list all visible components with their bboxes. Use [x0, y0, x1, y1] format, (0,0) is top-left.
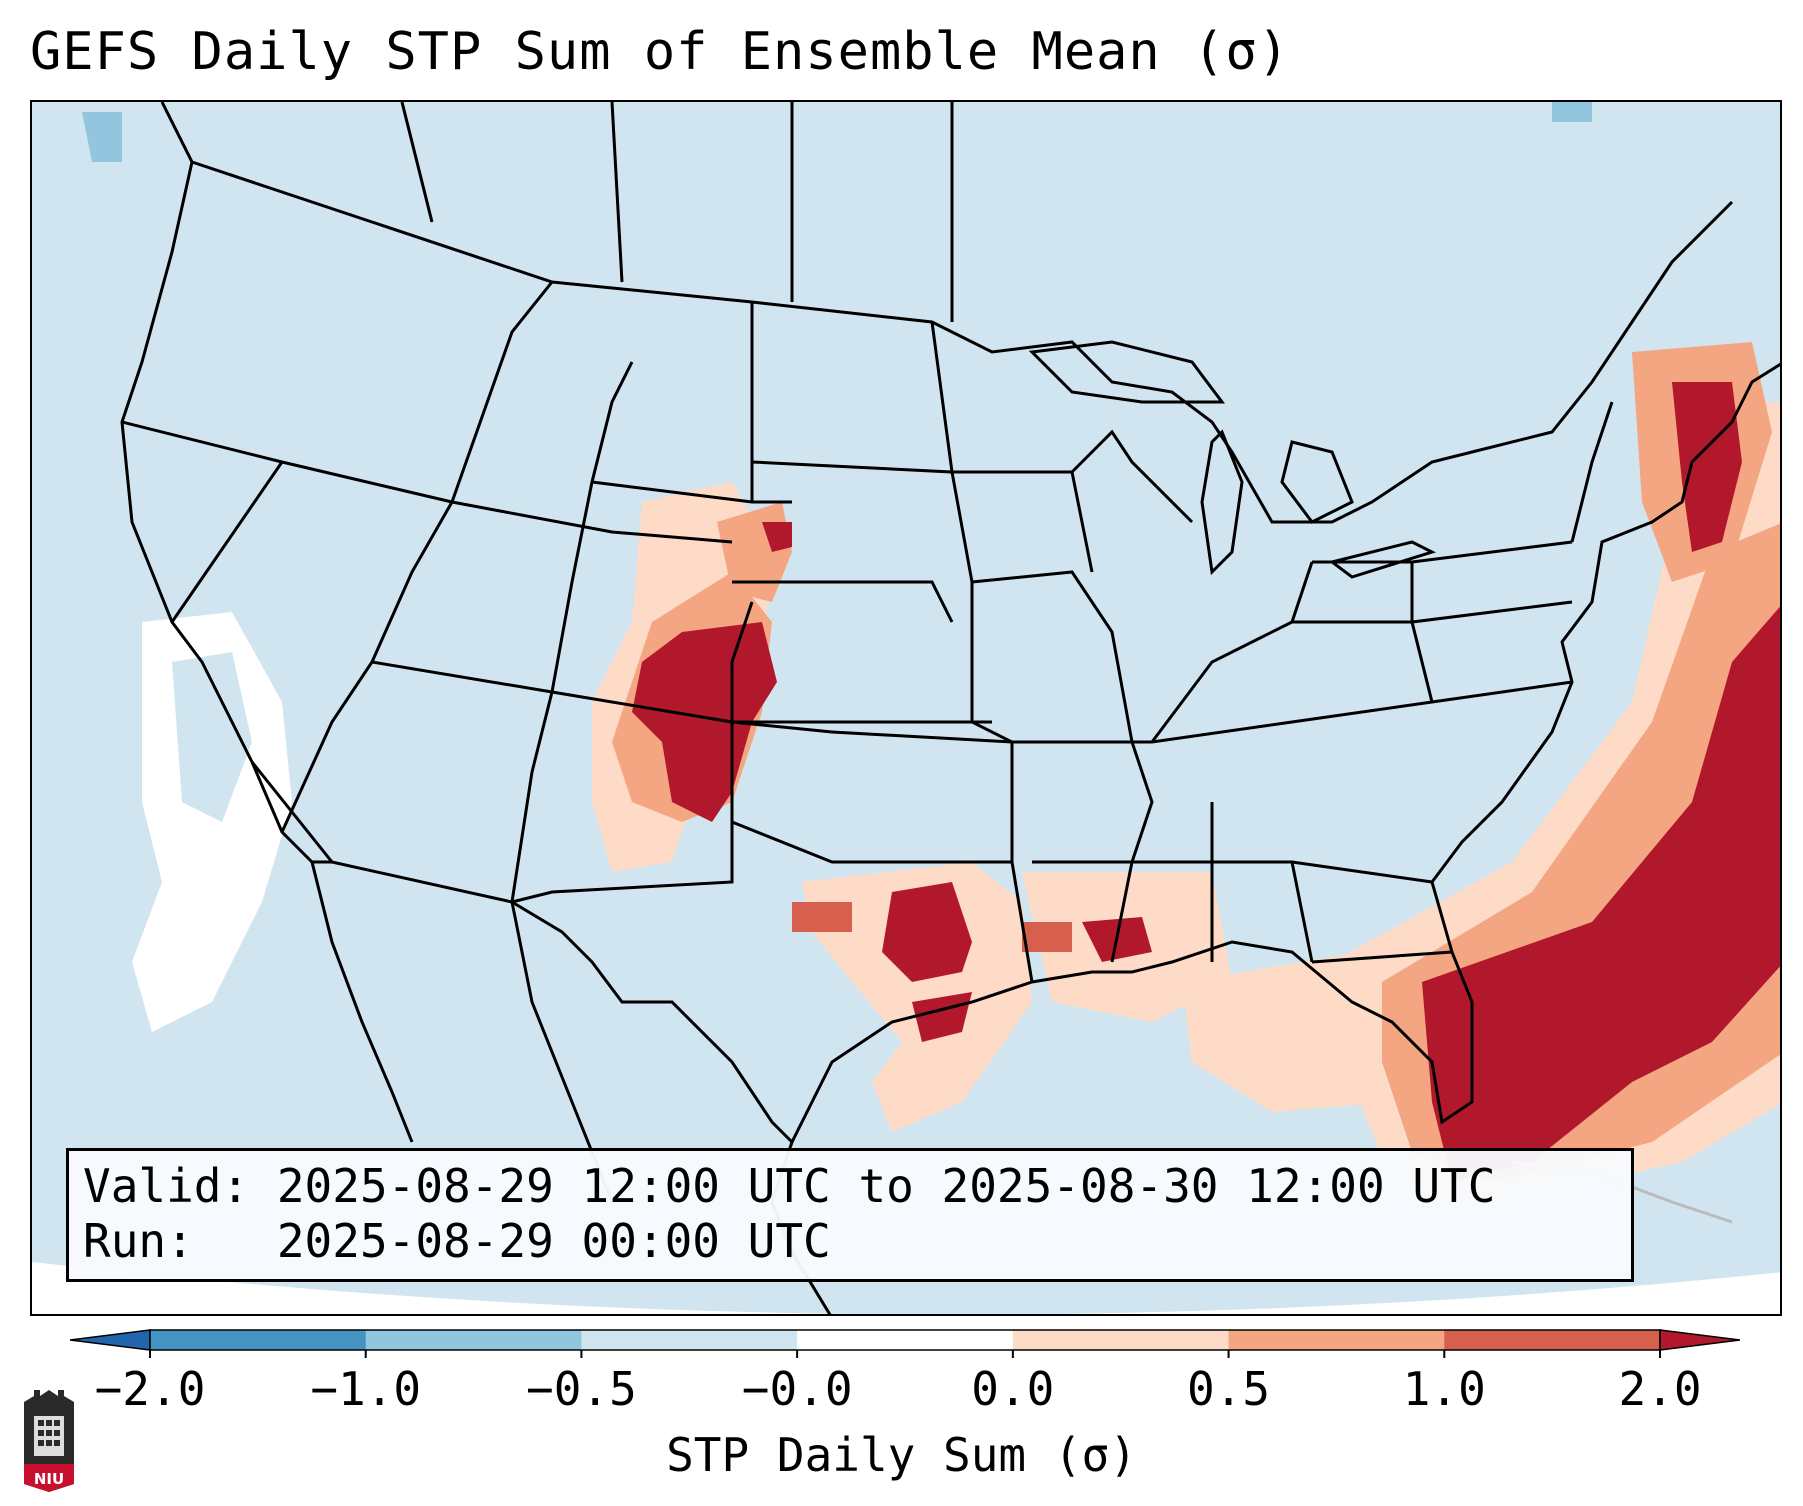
- niu-logo: NIU: [20, 1388, 78, 1494]
- us-outline: [120, 102, 1780, 1145]
- blob-plains-dark: [632, 622, 777, 822]
- province-line-1: [400, 102, 434, 223]
- colorbar-tick-label: 1.0: [1402, 1362, 1486, 1416]
- state-line-15: [731, 720, 1013, 744]
- colorbar-tick-label: −0.0: [741, 1362, 853, 1416]
- colorbar-label: STP Daily Sum (σ): [666, 1428, 1137, 1482]
- map-title: GEFS Daily STP Sum of Ensemble Mean (σ): [30, 22, 1290, 82]
- state-boundaries: [120, 102, 1780, 1314]
- stp-field: [82, 102, 1780, 1212]
- canada-border: [191, 160, 1734, 524]
- colorbar-bins: [70, 1329, 1740, 1351]
- lake-superior: [1028, 340, 1225, 404]
- lake-erie: [1328, 540, 1436, 579]
- state-line-28: [1410, 562, 1573, 624]
- lake-michigan: [1200, 429, 1244, 576]
- colorbar-tick-label: 0.5: [1187, 1362, 1271, 1416]
- colorbar-bin: [1228, 1330, 1445, 1350]
- state-line-29: [1570, 401, 1614, 543]
- blob-newengland-dark: [1672, 382, 1742, 552]
- colorbar-ticks: [149, 1350, 1661, 1358]
- lake-huron: [1280, 440, 1354, 524]
- state-line-14: [950, 471, 1034, 983]
- valid-time-line: Valid: 2025-08-29 12:00 UTC to 2025-08-3…: [83, 1159, 1496, 1213]
- colorbar-bin: [581, 1330, 798, 1350]
- state-line-16: [731, 820, 1012, 864]
- state-line-6: [450, 281, 554, 503]
- logo-text: NIU: [33, 1470, 65, 1488]
- blob-texas-dark: [882, 882, 972, 982]
- colorbar-tick-label: 2.0: [1618, 1362, 1702, 1416]
- validity-info-box: Valid: 2025-08-29 12:00 UTC to 2025-08-3…: [66, 1148, 1634, 1282]
- map-canvas: [32, 102, 1780, 1314]
- state-line-20: [1110, 741, 1154, 963]
- province-line-2: [610, 102, 624, 283]
- blob-plains-dark2: [762, 522, 792, 552]
- colorbar: [70, 1329, 1740, 1358]
- run-time-line: Run: 2025-08-29 00:00 UTC: [83, 1214, 831, 1268]
- state-line-21: [1032, 860, 1314, 963]
- colorbar-bin: [1444, 1330, 1661, 1350]
- colorbar-tick-label: −1.0: [310, 1362, 422, 1416]
- colorbar-bin: [797, 1330, 1014, 1350]
- state-line-30: [1070, 429, 1194, 524]
- colorbar-tick-label: −2.0: [94, 1362, 206, 1416]
- colorbar-bin: [1012, 1330, 1230, 1350]
- map-panel: [30, 100, 1782, 1316]
- blob-pacific-neg: [82, 112, 122, 162]
- colorbar-extend-high: [1659, 1329, 1740, 1351]
- state-line-7: [510, 361, 634, 903]
- colorbar-bin: [365, 1330, 582, 1350]
- blob-nevada-blue: [172, 652, 252, 822]
- state-line-17: [971, 570, 1134, 743]
- university-shield-icon: [24, 1390, 74, 1492]
- blob-atlantic-dark: [1422, 606, 1780, 1182]
- colorbar-tick-label: 0.0: [971, 1362, 1055, 1416]
- colorbar-border: [149, 1329, 1661, 1351]
- blob-louisiana-mid: [1022, 922, 1072, 952]
- state-line-24: [1311, 950, 1453, 964]
- blob-texas-mid: [792, 902, 852, 932]
- state-line-23: [1291, 860, 1433, 884]
- state-line-12: [732, 580, 954, 623]
- colorbar-extend-low: [70, 1329, 151, 1351]
- colorbar-bin: [150, 1330, 367, 1350]
- state-line-9: [730, 601, 754, 882]
- blob-canada-neg: [1552, 102, 1592, 122]
- state-line-19: [1012, 680, 1573, 744]
- mexico-baja: [310, 861, 414, 1143]
- colorbar-tick-label: −0.5: [526, 1362, 637, 1416]
- blob-nevada-white: [132, 612, 292, 1032]
- blob-texas-light: [802, 862, 1032, 1132]
- state-line-25: [1150, 561, 1314, 743]
- state-line-2: [170, 461, 284, 623]
- state-line-5: [371, 660, 992, 724]
